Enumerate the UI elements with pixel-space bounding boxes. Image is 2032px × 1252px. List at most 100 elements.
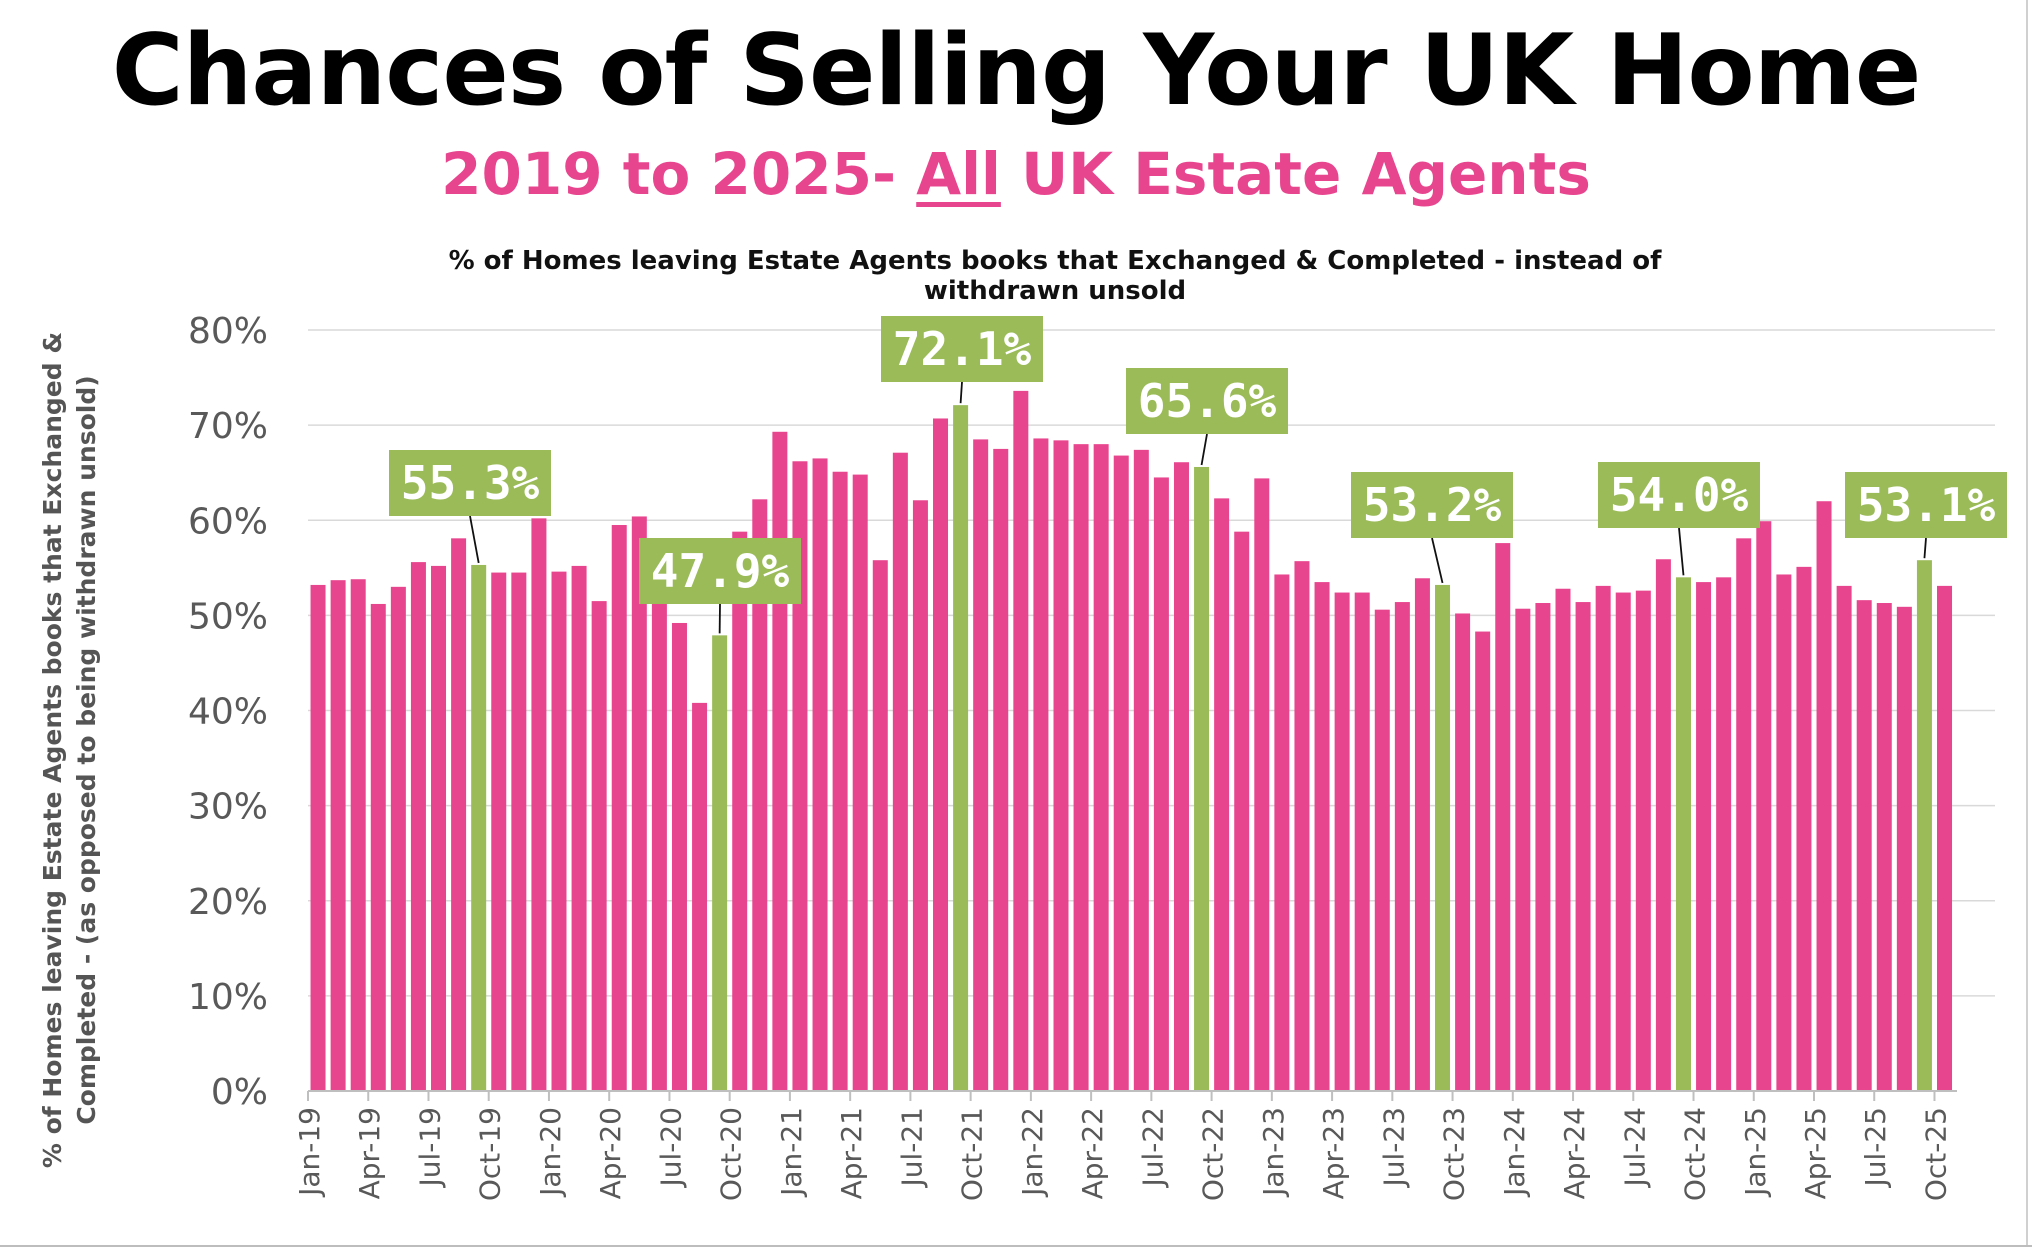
- bar: [551, 571, 567, 1091]
- bar: [752, 499, 768, 1091]
- bar: [1696, 582, 1712, 1091]
- bar: [451, 538, 467, 1091]
- bar: [1635, 590, 1651, 1091]
- x-tick-label: Oct-24: [1679, 1107, 1712, 1201]
- bar: [1876, 603, 1892, 1091]
- x-tick-label: Jan-24: [1498, 1107, 1531, 1198]
- x-axis: Jan-19 Apr-19 Jul-19 Oct-19 Jan-20 Apr-20 Jul-…: [293, 1090, 1957, 1201]
- bar: [692, 702, 708, 1091]
- label-leader-line: [469, 515, 480, 564]
- label-leader-line: [1431, 537, 1444, 584]
- window-bottom-border: [0, 1245, 2032, 1247]
- bar: [1113, 455, 1129, 1091]
- y-tick-label: 50%: [188, 596, 268, 637]
- highlight-value-label: 72.1%: [893, 322, 1032, 376]
- bar: [872, 560, 888, 1091]
- bar: [511, 572, 527, 1091]
- x-tick-label: Oct-19: [474, 1107, 507, 1201]
- bar: [1716, 577, 1732, 1091]
- bar: [1776, 574, 1792, 1091]
- label-box: [1598, 462, 1760, 528]
- bar: [832, 471, 848, 1092]
- bar: [1816, 501, 1832, 1092]
- bar: [1133, 449, 1149, 1091]
- bar: [1073, 444, 1089, 1091]
- x-tick-label: Jul-24: [1618, 1107, 1651, 1189]
- bar: [973, 439, 989, 1091]
- bar: [912, 500, 928, 1091]
- bar: [1314, 582, 1330, 1091]
- bar: [1856, 600, 1872, 1091]
- bar: [671, 622, 687, 1091]
- bar-highlight: [1435, 584, 1451, 1091]
- subtitle-emphasis: All: [916, 140, 1001, 208]
- y-tick-label: 20%: [188, 882, 268, 923]
- x-tick-label: Apr-22: [1076, 1107, 1109, 1199]
- bar: [1655, 559, 1671, 1091]
- x-tick-label: Jan-22: [1016, 1107, 1049, 1198]
- x-tick-label: Oct-25: [1919, 1107, 1952, 1201]
- x-tick-label: Apr-25: [1799, 1107, 1832, 1199]
- x-tick-label: Apr-19: [353, 1107, 386, 1199]
- bar: [1354, 592, 1370, 1091]
- bar: [1334, 592, 1350, 1091]
- y-tick-label: 30%: [188, 787, 268, 828]
- x-tick-label: Jan-20: [534, 1107, 567, 1198]
- label-box: [1351, 472, 1513, 538]
- bar-highlight: [1916, 560, 1932, 1091]
- bar: [1053, 440, 1069, 1092]
- x-tick-label: Jul-20: [654, 1107, 687, 1189]
- bar-highlight: [1194, 466, 1210, 1092]
- bar: [310, 584, 326, 1091]
- bar: [330, 580, 346, 1091]
- label-leader-line: [1678, 527, 1685, 576]
- bar: [431, 565, 447, 1091]
- label-box: [639, 538, 801, 604]
- bar: [1455, 613, 1471, 1091]
- x-tick-label: Jul-19: [413, 1107, 446, 1189]
- label-box: [1845, 472, 2007, 538]
- bar: [1535, 603, 1551, 1091]
- x-tick-label: Oct-20: [715, 1107, 748, 1201]
- highlight-value-label: 47.9%: [651, 544, 790, 598]
- x-tick-label: Jul-22: [1136, 1107, 1169, 1189]
- bar: [1515, 608, 1531, 1091]
- bar-highlight: [953, 405, 969, 1091]
- bar: [1896, 606, 1912, 1091]
- plot-title: % of Homes leaving Estate Agents books t…: [448, 246, 1662, 306]
- y-tick-label: 60%: [188, 501, 268, 542]
- bar: [491, 572, 507, 1091]
- x-tick-label: Apr-24: [1558, 1107, 1591, 1199]
- bar: [772, 431, 788, 1091]
- bar: [1214, 498, 1230, 1092]
- chart-subtitle: 2019 to 2025- All UK Estate Agents: [0, 140, 2032, 208]
- label-box: [389, 450, 551, 516]
- bar: [631, 516, 647, 1091]
- bar: [1093, 444, 1109, 1091]
- bar: [1294, 561, 1310, 1091]
- label-leader-line: [959, 381, 963, 404]
- bar: [852, 474, 868, 1092]
- bar: [1555, 588, 1571, 1091]
- x-tick-label: Apr-20: [594, 1107, 627, 1199]
- bar: [370, 603, 386, 1091]
- x-tick-label: Oct-23: [1438, 1107, 1471, 1201]
- bar: [1254, 478, 1270, 1091]
- bar: [1153, 477, 1169, 1092]
- bar: [1495, 543, 1511, 1091]
- bar: [812, 458, 828, 1091]
- bar: [792, 461, 808, 1092]
- bar: [1736, 538, 1752, 1091]
- bar: [410, 562, 426, 1091]
- bar: [350, 579, 366, 1091]
- bar: [732, 531, 748, 1091]
- bar: [1937, 585, 1953, 1091]
- x-tick-label: Jan-25: [1739, 1107, 1772, 1198]
- subtitle-part-3: UK Estate Agents: [1000, 140, 1591, 208]
- bar: [1414, 578, 1430, 1091]
- bar: [591, 601, 607, 1091]
- y-tick-label: 80%: [188, 311, 268, 352]
- bar: [1274, 574, 1290, 1091]
- y-tick-label: 10%: [188, 977, 268, 1018]
- x-tick-label: Oct-21: [956, 1107, 989, 1201]
